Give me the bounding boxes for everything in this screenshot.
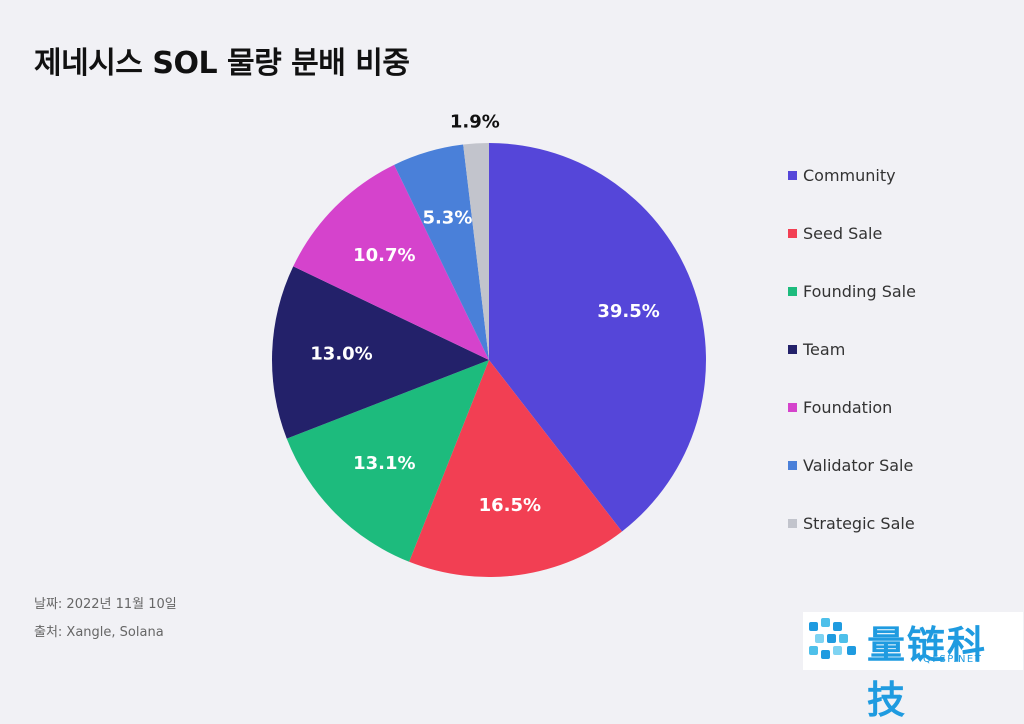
legend-label: Community [803, 165, 896, 185]
data-label-team: 13.0% [310, 343, 372, 364]
legend-label: Founding Sale [803, 281, 916, 301]
legend-swatch [788, 518, 797, 528]
chart-title: 제네시스 SOL 물량 분배 비중 [34, 46, 410, 81]
legend-item-founding-sale: Founding Sale [788, 280, 1018, 302]
data-label-seed-sale: 16.5% [479, 495, 541, 516]
legend: Community Seed Sale Founding Sale Team F… [788, 164, 1018, 570]
legend-item-foundation: Foundation [788, 396, 1018, 418]
legend-item-validator-sale: Validator Sale [788, 454, 1018, 476]
legend-swatch [788, 460, 797, 470]
legend-swatch [788, 228, 797, 238]
watermark-subtext: QFSP.NET [923, 654, 983, 665]
legend-swatch [788, 170, 797, 180]
pie-slice-team [272, 266, 489, 439]
pie-slice-seed-sale [409, 360, 622, 577]
footnote-source: 출처: Xangle, Solana [34, 625, 164, 640]
legend-swatch [788, 344, 797, 354]
pie-slice-foundation [293, 164, 489, 360]
watermark-text: 量链科技 [867, 623, 988, 722]
pie-slice-validator-sale [394, 144, 489, 360]
pie-slice-community [489, 143, 706, 532]
legend-swatch [788, 402, 797, 412]
watermark-logo-icon [809, 618, 856, 659]
pie-chart: 39.5% 16.5% 13.1% 13.0% 10.7% 5.3% 1.9% [272, 111, 706, 577]
legend-swatch [788, 286, 797, 296]
legend-label: Foundation [803, 397, 893, 417]
footnote-date: 날짜: 2022년 11월 10일 [34, 597, 177, 612]
data-label-foundation: 10.7% [353, 245, 415, 266]
watermark: 量链科技 QFSP.NET [803, 612, 1023, 722]
legend-item-seed-sale: Seed Sale [788, 222, 1018, 244]
pie-slice-founding-sale [286, 360, 489, 562]
legend-item-community: Community [788, 164, 1018, 186]
legend-label: Validator Sale [803, 455, 914, 475]
data-label-community: 39.5% [597, 301, 659, 322]
legend-item-strategic-sale: Strategic Sale [788, 512, 1018, 534]
legend-item-team: Team [788, 338, 1018, 360]
legend-label: Strategic Sale [803, 513, 915, 533]
pie-slice-strategic-sale [463, 143, 489, 360]
data-label-strategic-sale: 1.9% [450, 111, 500, 132]
data-label-founding-sale: 13.1% [353, 453, 415, 474]
legend-label: Seed Sale [803, 223, 883, 243]
legend-label: Team [803, 339, 846, 359]
data-label-validator-sale: 5.3% [422, 207, 472, 228]
